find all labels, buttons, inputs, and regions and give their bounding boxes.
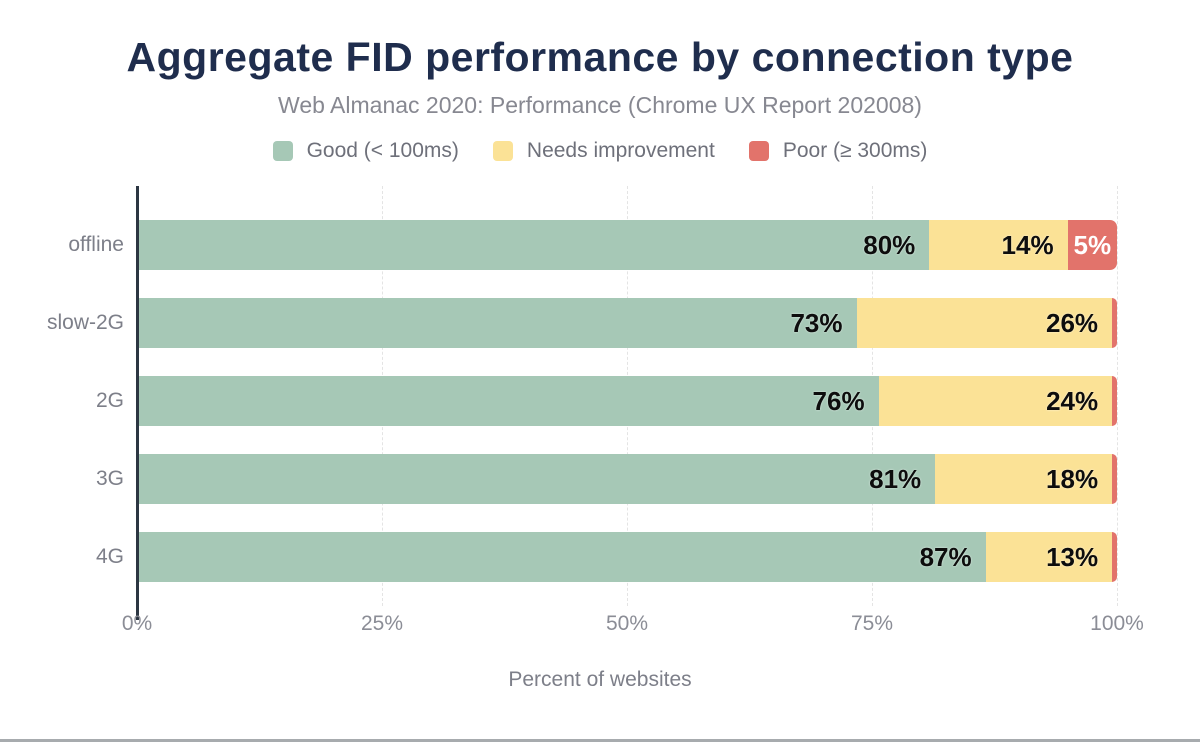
bar-value-label: 18%	[1046, 463, 1099, 494]
legend-swatch-needs-improvement	[492, 141, 513, 161]
legend-label-good: Good (< 100ms)	[306, 139, 459, 162]
bar-segment-needs-improvement: 18%	[935, 454, 1113, 504]
bar-segment-poor	[1112, 532, 1117, 582]
x-tick-label-0%: 0%	[121, 612, 153, 635]
category-label-3G: 3G	[95, 467, 124, 490]
bottom-border	[0, 739, 1200, 742]
bar-segment-good: 81%	[139, 454, 936, 504]
legend-item-poor: Poor (≥ 300ms)	[748, 139, 928, 163]
bar-segment-poor	[1112, 454, 1117, 504]
x-axis-ticks: 0% 25% 50% 75% 100%	[0, 606, 1200, 642]
plot-area: offline 80% 14% 5% slow-2G 73% 26% 2G 76% 24% 3G 81…	[0, 186, 1200, 620]
bar-value-label: 76%	[812, 385, 865, 416]
legend-item-good: Good (< 100ms)	[272, 139, 459, 163]
legend-item-needs-improvement: Needs improvement	[492, 139, 715, 163]
bar-value-label: 81%	[869, 463, 922, 494]
x-tick-label-50%: 50%	[605, 612, 649, 635]
category-label-4G: 4G	[95, 545, 124, 568]
bar-value-label: 24%	[1046, 385, 1099, 416]
bar-segment-poor	[1112, 298, 1117, 348]
bar-value-label: 73%	[790, 307, 843, 338]
y-axis-line	[136, 186, 139, 620]
bar-row-4G: 87% 13%	[139, 532, 1117, 582]
category-label-slow-2G: slow-2G	[46, 311, 124, 334]
bar-value-label: 5%	[1073, 229, 1112, 260]
bar-row-offline: 80% 14% 5%	[139, 220, 1117, 270]
bar-value-label: 87%	[919, 541, 972, 572]
bar-segment-poor: 5%	[1067, 220, 1117, 270]
x-tick-label-75%: 75%	[850, 612, 894, 635]
x-tick-label-25%: 25%	[360, 612, 404, 635]
category-label-offline: offline	[68, 233, 124, 256]
bar-row-2G: 76% 24%	[139, 376, 1117, 426]
bar-segment-needs-improvement: 13%	[985, 532, 1113, 582]
chart-subtitle: Web Almanac 2020: Performance (Chrome UX…	[278, 92, 922, 118]
legend-swatch-poor	[748, 141, 769, 161]
bar-segment-needs-improvement: 26%	[856, 298, 1113, 348]
bar-segment-good: 76%	[139, 376, 879, 426]
bar-value-label: 26%	[1046, 307, 1099, 338]
bar-segment-needs-improvement: 14%	[929, 220, 1068, 270]
legend-label-needs-improvement: Needs improvement	[526, 139, 715, 162]
bar-row-slow-2G: 73% 26%	[139, 298, 1117, 348]
bar-segment-good: 87%	[139, 532, 986, 582]
bar-value-label: 14%	[1001, 229, 1054, 260]
bar-value-label: 13%	[1046, 541, 1099, 572]
bar-row-3G: 81% 18%	[139, 454, 1117, 504]
legend-label-poor: Poor (≥ 300ms)	[782, 139, 928, 162]
grid-line-100%	[1117, 186, 1118, 606]
bar-segment-poor	[1112, 376, 1117, 426]
chart-title: Aggregate FID performance by connection …	[126, 34, 1074, 80]
bar-segment-good: 73%	[139, 298, 857, 348]
category-label-2G: 2G	[95, 389, 124, 412]
legend-swatch-good	[272, 141, 293, 161]
legend: Good (< 100ms) Needs improvement Poor (≥ 3…	[0, 139, 1200, 163]
bar-value-label: 80%	[863, 229, 916, 260]
bar-segment-needs-improvement: 24%	[878, 376, 1113, 426]
x-axis-label: Percent of websites	[508, 668, 692, 691]
bar-segment-good: 80%	[139, 220, 930, 270]
x-tick-label-100%: 100%	[1090, 612, 1144, 635]
